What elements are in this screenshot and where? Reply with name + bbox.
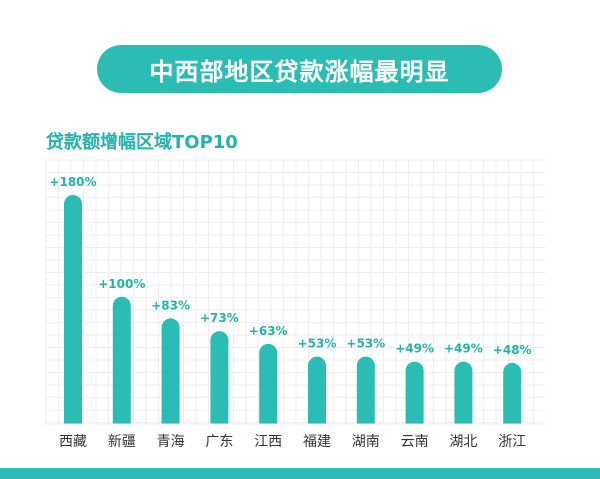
bar <box>308 356 326 433</box>
bar-value-label: +53% <box>346 337 385 351</box>
headline-banner: 中西部地区贷款涨幅最明显 <box>97 45 502 93</box>
baseline-mask <box>44 424 547 434</box>
bar-value-label: +180% <box>49 175 96 189</box>
category-label: 青海 <box>157 434 185 450</box>
bar-value-label: +63% <box>249 324 288 338</box>
bar-value-label: +53% <box>298 337 337 351</box>
headline-text: 中西部地区贷款涨幅最明显 <box>149 57 450 86</box>
chart-title: 贷款额增幅区域TOP10 <box>46 132 238 153</box>
category-label: 新疆 <box>108 434 136 450</box>
bar-value-label: +83% <box>151 298 190 312</box>
category-label: 福建 <box>303 434 331 450</box>
bar <box>64 195 82 433</box>
bar-value-label: +49% <box>395 342 434 356</box>
bar-value-label: +49% <box>444 342 483 356</box>
category-label: 湖北 <box>449 434 477 450</box>
footer-bar <box>0 468 600 479</box>
bar-value-label: +73% <box>200 311 239 325</box>
category-label: 浙江 <box>498 434 526 450</box>
bar <box>405 361 424 433</box>
bar <box>161 318 180 433</box>
category-label: 广东 <box>205 434 233 450</box>
category-label: 西藏 <box>59 434 87 450</box>
bar <box>210 331 229 433</box>
category-label: 湖南 <box>352 434 380 450</box>
bar-value-label: +100% <box>98 277 145 291</box>
bar <box>454 361 473 433</box>
bar <box>112 296 131 433</box>
bar-value-label: +48% <box>493 343 532 357</box>
bar <box>356 356 375 433</box>
bar <box>259 343 278 433</box>
bar <box>503 362 522 433</box>
category-label: 江西 <box>254 434 282 450</box>
category-label: 云南 <box>401 434 429 450</box>
